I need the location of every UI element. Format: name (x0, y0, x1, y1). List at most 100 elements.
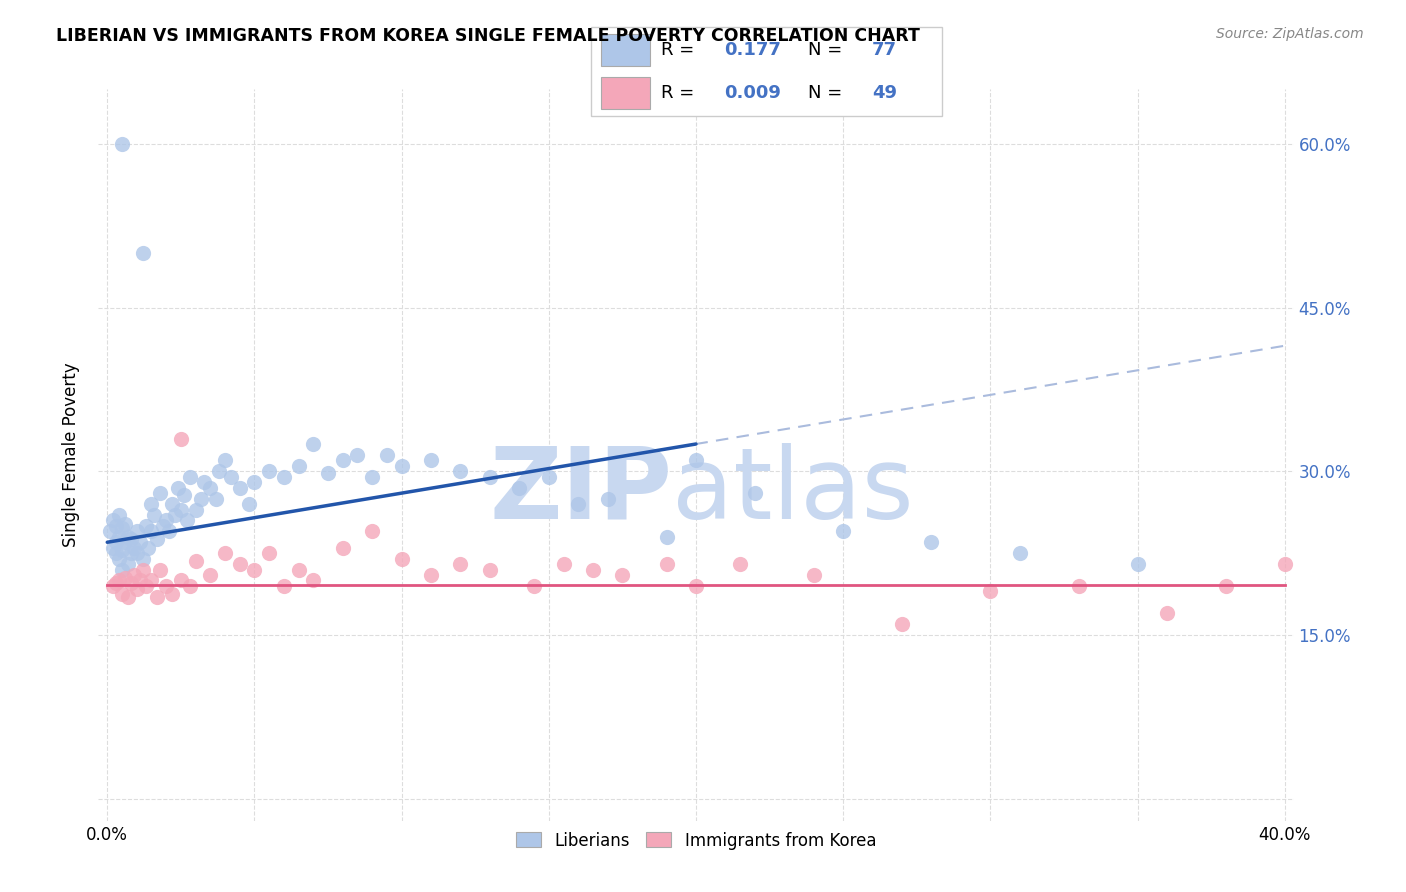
Point (214, 546, 236, 560)
Point (170, 502, 193, 516)
Point (478, 469, 501, 483)
Point (117, 530, 139, 544)
Text: R =: R = (661, 41, 695, 59)
Point (1008, 546, 1031, 560)
Point (101, 541, 124, 555)
Point (478, 563, 501, 577)
Point (146, 532, 169, 546)
Point (131, 563, 153, 577)
Point (149, 563, 172, 577)
Point (141, 524, 163, 539)
Point (157, 524, 180, 539)
Point (138, 541, 160, 555)
Point (111, 586, 134, 600)
Point (179, 579, 201, 593)
Point (228, 557, 250, 571)
Point (391, 458, 413, 473)
Point (101, 579, 124, 593)
Text: 77: 77 (872, 41, 897, 59)
Point (108, 508, 131, 522)
Point (155, 513, 177, 527)
Point (143, 508, 166, 522)
Point (205, 491, 228, 506)
Point (111, 542, 134, 557)
Point (391, 551, 413, 566)
Point (98, 524, 121, 539)
Point (141, 574, 163, 588)
Point (243, 563, 266, 577)
Point (125, 582, 148, 597)
FancyBboxPatch shape (591, 27, 942, 116)
Point (170, 432, 193, 446)
Text: N =: N = (808, 84, 842, 102)
Point (108, 530, 131, 544)
Point (685, 453, 707, 467)
Legend: Liberians, Immigrants from Korea: Liberians, Immigrants from Korea (509, 825, 883, 856)
Point (655, 557, 678, 571)
Point (920, 535, 942, 549)
Text: LIBERIAN VS IMMIGRANTS FROM KOREA SINGLE FEMALE POVERTY CORRELATION CHART: LIBERIAN VS IMMIGRANTS FROM KOREA SINGLE… (56, 27, 920, 45)
Point (596, 491, 619, 506)
Point (208, 464, 231, 478)
Point (152, 519, 174, 533)
Point (193, 475, 215, 490)
Point (346, 448, 368, 462)
Point (120, 575, 142, 590)
Point (612, 568, 634, 582)
Point (105, 546, 128, 560)
Y-axis label: Single Female Poverty: Single Female Poverty (62, 363, 80, 547)
Point (537, 469, 560, 483)
Text: 49: 49 (872, 84, 897, 102)
Point (108, 551, 131, 566)
Point (287, 563, 309, 577)
Point (105, 575, 128, 590)
Point (257, 464, 280, 478)
Point (420, 568, 443, 582)
Point (128, 574, 150, 588)
Point (803, 568, 825, 582)
Point (1274, 557, 1296, 571)
Point (108, 574, 131, 588)
Point (131, 246, 153, 260)
Point (238, 497, 260, 511)
Point (655, 530, 678, 544)
Point (302, 437, 325, 451)
Point (508, 481, 530, 495)
Point (114, 571, 136, 585)
Point (332, 453, 354, 467)
Text: Source: ZipAtlas.com: Source: ZipAtlas.com (1216, 27, 1364, 41)
Point (179, 469, 201, 483)
Point (117, 557, 139, 571)
Point (117, 590, 139, 604)
Point (361, 469, 384, 483)
Point (134, 579, 156, 593)
Point (163, 508, 186, 522)
Point (155, 579, 177, 593)
Point (160, 497, 183, 511)
FancyBboxPatch shape (602, 34, 650, 66)
Point (891, 617, 914, 632)
Point (567, 497, 589, 511)
Text: 0.009: 0.009 (724, 84, 780, 102)
Point (170, 574, 193, 588)
Point (176, 513, 198, 527)
Point (125, 546, 148, 560)
Point (105, 519, 128, 533)
Point (214, 453, 236, 467)
FancyBboxPatch shape (602, 77, 650, 109)
Point (101, 513, 124, 527)
Point (200, 481, 222, 495)
Text: N =: N = (808, 41, 842, 59)
Point (190, 491, 212, 506)
Point (685, 579, 707, 593)
Point (141, 497, 163, 511)
Point (553, 557, 575, 571)
Point (167, 481, 190, 495)
Point (122, 541, 145, 555)
Point (361, 524, 384, 539)
Point (273, 469, 295, 483)
Point (160, 586, 183, 600)
Point (173, 488, 195, 502)
Point (316, 467, 339, 481)
Point (257, 546, 280, 560)
